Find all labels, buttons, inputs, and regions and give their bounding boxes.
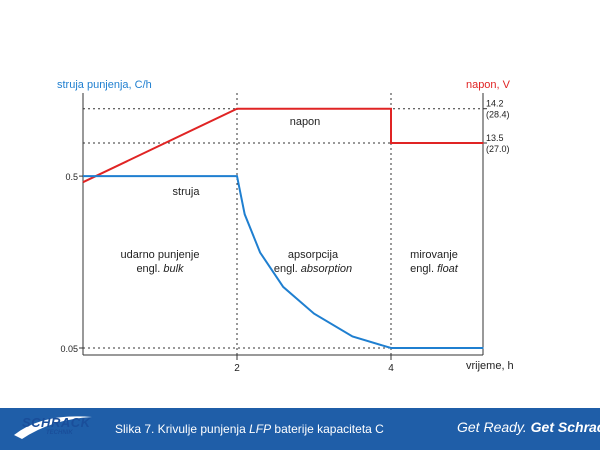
phase-sublabel-prefix: engl. — [410, 263, 437, 275]
phase-sublabel-prefix: engl. — [136, 263, 163, 275]
x-axis-title: vrijeme, h — [466, 360, 514, 372]
phase-sublabel-term: absorption — [301, 263, 352, 275]
chart-svg: struja punjenja, C/h napon, V vrijeme, h 2 4… — [57, 79, 514, 374]
left-tick-label: 0.5 — [65, 172, 78, 182]
voltage-series-label: napon — [290, 116, 321, 128]
logo-swoosh-icon — [14, 416, 92, 439]
phase-sublabel-term: float — [437, 263, 459, 275]
caption-emphasis: LFP — [249, 422, 272, 436]
right-tick-label: 13.5 — [486, 133, 504, 143]
caption-suffix: baterije kapaciteta C — [271, 422, 384, 436]
phase-sublabel-term: bulk — [163, 263, 184, 275]
phase-label: mirovanje — [410, 249, 458, 261]
phase-sublabel-prefix: engl. — [274, 263, 301, 275]
slogan-part-a: Get Ready. — [457, 419, 527, 435]
left-tick-label: 0.05 — [60, 344, 78, 354]
schrack-logo: SCHRACK TECHNIK — [12, 413, 94, 445]
slogan: Get Ready. Get Schrack. — [457, 419, 600, 435]
phase-sublabel: engl. bulk — [136, 263, 184, 275]
slogan-part-b: Get Schrack. — [530, 419, 600, 435]
right-tick-label: 14.2 — [486, 99, 504, 109]
current-series-line — [83, 175, 484, 349]
phase-sublabel: engl. float — [410, 263, 459, 275]
right-axis-title: napon, V — [466, 79, 511, 91]
x-tick-label: 2 — [234, 363, 240, 374]
left-axis-title: struja punjenja, C/h — [57, 79, 152, 91]
phase-label: apsorpcija — [288, 249, 339, 261]
footer-bar: SCHRACK TECHNIK Slika 7. Krivulje punjen… — [0, 408, 600, 450]
phase-label: udarno punjenje — [121, 249, 200, 261]
logo-word: SCHRACK — [22, 415, 91, 430]
logo-subword: TECHNIK — [46, 430, 73, 436]
right-tick-sublabel: (27.0) — [486, 144, 510, 154]
charging-chart: struja punjenja, C/h napon, V vrijeme, h 2 4… — [57, 79, 514, 374]
right-tick-sublabel: (28.4) — [486, 110, 510, 120]
voltage-series-line — [82, 107, 484, 184]
current-series-label: struja — [173, 186, 201, 198]
phase-sublabel: engl. absorption — [274, 263, 352, 275]
x-tick-label: 4 — [388, 363, 394, 374]
figure-caption: Slika 7. Krivulje punjenja LFP baterije … — [115, 422, 384, 436]
caption-prefix: Slika 7. Krivulje punjenja — [115, 422, 250, 436]
